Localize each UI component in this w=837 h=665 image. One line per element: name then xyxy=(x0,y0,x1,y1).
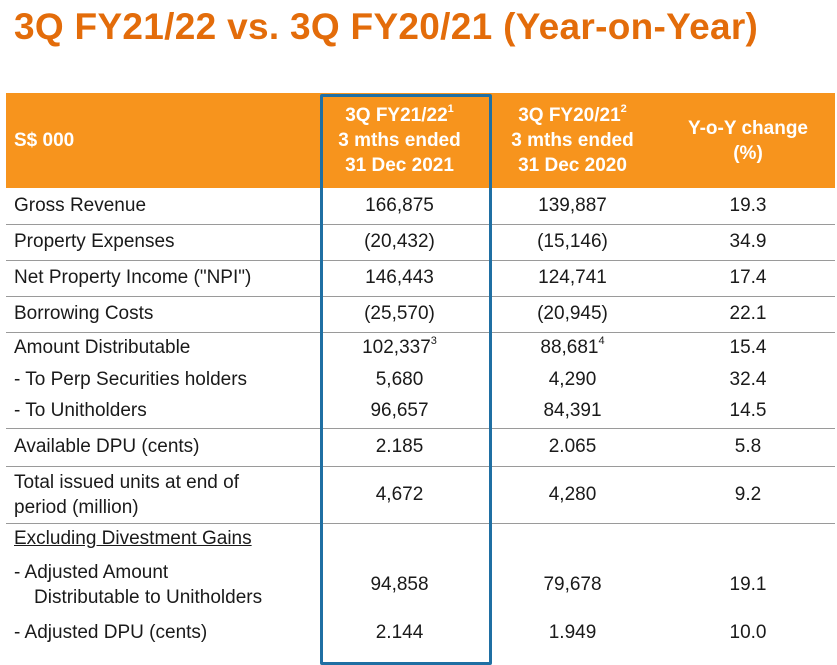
row-label: - Adjusted Amount Distributable to Unitho… xyxy=(14,562,263,608)
section-heading: Excluding Divestment Gains xyxy=(14,528,252,550)
row-label: Property Expenses xyxy=(6,224,315,261)
table-row: Total issued units at end of period (mill… xyxy=(6,466,835,524)
header-unit-label: S$ 000 xyxy=(14,130,75,151)
table-row: - To Unitholders 96,657 84,391 14.5 xyxy=(6,395,835,429)
table-row: Gross Revenue 166,875 139,887 19.3 xyxy=(6,188,835,225)
page-title: 3Q FY21/22 vs. 3Q FY20/21 (Year-on-Year) xyxy=(14,6,759,47)
table-row: - To Perp Securities holders 5,680 4,290… xyxy=(6,364,835,395)
table-row: Available DPU (cents) 2.185 2.065 5.8 xyxy=(6,428,835,467)
header-yoy-change: Y-o-Y change (%) xyxy=(687,117,808,164)
row-label: Gross Revenue xyxy=(6,188,315,225)
row-label: - Adjusted DPU (cents) xyxy=(14,622,208,643)
row-label: Net Property Income ("NPI") xyxy=(6,260,315,297)
row-label: Amount Distributable xyxy=(14,337,191,359)
header-row: S$ 000 3Q FY21/221 3 mths ended 31 Dec 2… xyxy=(6,93,835,188)
table-row: Amount Distributable 102,3373 88,6814 15… xyxy=(6,332,835,364)
row-label: Available DPU (cents) xyxy=(6,428,315,467)
table-row: - Adjusted Amount Distributable to Unitho… xyxy=(6,555,835,615)
table-row: Borrowing Costs (25,570) (20,945) 22.1 xyxy=(6,296,835,333)
table-row: Net Property Income ("NPI") 146,443 124,… xyxy=(6,260,835,297)
row-label: Total issued units at end of period (mill… xyxy=(6,466,315,524)
yoy-comparison-table: S$ 000 3Q FY21/221 3 mths ended 31 Dec 2… xyxy=(6,93,835,651)
header-3q-fy20-21: 3Q FY20/212 3 mths ended 31 Dec 2020 xyxy=(511,102,634,176)
row-label: Borrowing Costs xyxy=(6,296,315,333)
row-label: - To Unitholders xyxy=(6,395,315,429)
table-row: Excluding Divestment Gains xyxy=(6,523,835,555)
table-row: Property Expenses (20,432) (15,146) 34.9 xyxy=(6,224,835,261)
header-3q-fy21-22: 3Q FY21/221 3 mths ended 31 Dec 2021 xyxy=(338,102,461,176)
row-label: - To Perp Securities holders xyxy=(14,368,248,390)
table-row: - Adjusted DPU (cents) 2.144 1.949 10.0 xyxy=(6,615,835,651)
